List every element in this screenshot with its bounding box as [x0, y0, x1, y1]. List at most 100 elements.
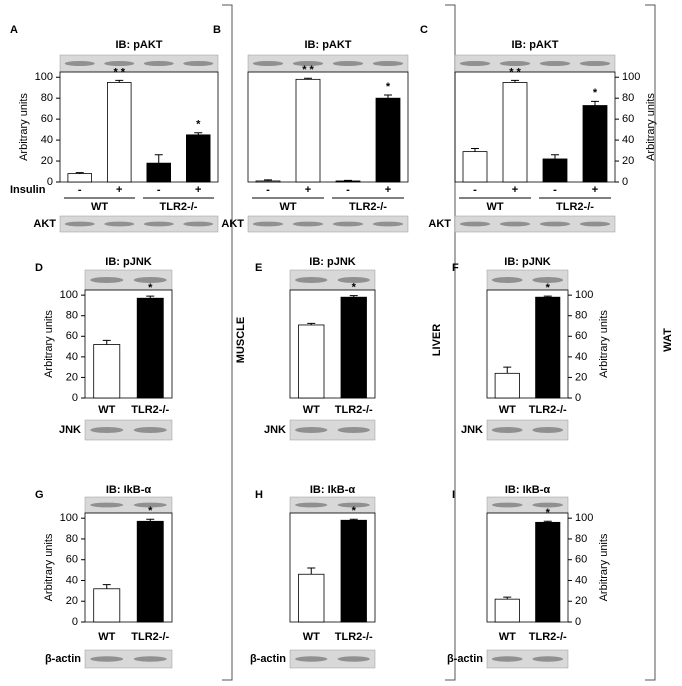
y-tick-label: 0 [47, 176, 53, 188]
blot-band [104, 221, 135, 227]
loading-blot [486, 419, 569, 441]
bar [462, 151, 488, 183]
x-tick-label: WT [499, 631, 516, 643]
bar [340, 519, 367, 623]
blot-band [579, 221, 611, 227]
error-bar [349, 295, 358, 298]
panel-letter: E [255, 262, 262, 274]
blot-band [143, 221, 174, 227]
blot-band [532, 277, 564, 283]
plot-frame [59, 71, 219, 183]
x-tick-label: WT [303, 631, 320, 643]
x-tick-label: WT [499, 404, 516, 416]
blot-band [64, 221, 95, 227]
y-tick-label: 0 [575, 392, 581, 404]
y-tick-label: 80 [66, 310, 78, 322]
error-bar [503, 366, 512, 374]
bracket [222, 4, 233, 681]
blot-band [143, 60, 174, 67]
annotation: * [593, 87, 598, 99]
y-axis-label: Arbitrary units [598, 310, 610, 378]
blot-title: IB: pJNK [309, 256, 356, 268]
bar [93, 344, 121, 399]
bar [298, 324, 325, 399]
blot-band [491, 277, 523, 283]
bar [582, 105, 608, 183]
bar [502, 82, 528, 183]
blot-band [539, 60, 571, 67]
annotation: * [546, 282, 551, 294]
group-label: WT [91, 201, 108, 213]
loading-label: JNK [461, 424, 483, 436]
blot-title: IB: pJNK [504, 256, 551, 268]
blot-band [90, 427, 124, 433]
y-tick-label: 100 [575, 289, 593, 301]
bar [535, 296, 561, 399]
bar [136, 297, 164, 399]
panel-letter: B [213, 24, 221, 36]
y-tick-label: 0 [72, 392, 78, 404]
loading-label: JNK [59, 424, 81, 436]
x-tick-label: TLR2-/- [335, 404, 373, 416]
bar [494, 598, 520, 623]
error-bar [146, 295, 155, 299]
blot-band [90, 656, 124, 662]
plot-frame [289, 289, 376, 399]
loading-label: AKT [33, 218, 56, 230]
y-tick-label: 20 [66, 371, 78, 383]
error-bar [471, 147, 479, 152]
loading-blot [486, 649, 569, 669]
loading-blot [289, 419, 376, 441]
bar [93, 588, 121, 623]
blot-band [104, 60, 135, 67]
bar [107, 82, 132, 183]
y-axis-label: Arbitrary units [43, 310, 55, 378]
blot-title: IB: pJNK [105, 256, 152, 268]
group-label: TLR2-/- [349, 201, 387, 213]
x-tick-label: + [195, 184, 201, 196]
panel-letter: F [452, 262, 459, 274]
blot-band [499, 221, 531, 227]
blot-band [133, 656, 167, 662]
y-tick-label: 100 [622, 71, 640, 83]
error-bar [344, 179, 352, 181]
side-label: WAT [662, 328, 674, 352]
x-tick-label: TLR2-/- [335, 631, 373, 643]
error-bar [115, 79, 124, 83]
blot-band [90, 502, 124, 508]
panel-letter: C [420, 24, 428, 36]
y-tick-label: 40 [66, 574, 78, 586]
bar [298, 573, 325, 623]
blot-band [295, 656, 328, 662]
error-bar [307, 567, 316, 575]
y-tick-label: 40 [575, 351, 587, 363]
y-tick-label: 80 [575, 533, 587, 545]
y-tick-label: 40 [66, 351, 78, 363]
y-tick-label: 20 [575, 595, 587, 607]
blot-band [133, 502, 167, 508]
x-tick-label: WT [98, 404, 115, 416]
y-tick-label: 80 [575, 310, 587, 322]
error-bar [102, 584, 111, 589]
group-label: TLR2-/- [556, 201, 594, 213]
blot-band [372, 60, 404, 67]
error-bar [146, 518, 155, 522]
error-bar [349, 518, 358, 521]
x-tick-label: TLR2-/- [529, 404, 567, 416]
error-bar [264, 179, 272, 181]
loading-label: AKT [428, 218, 451, 230]
bar [136, 520, 164, 623]
error-bar [543, 520, 552, 523]
y-tick-label: 60 [66, 554, 78, 566]
y-tick-label: 100 [575, 512, 593, 524]
annotation: * * [302, 64, 314, 76]
x-tick-label: TLR2-/- [529, 631, 567, 643]
y-tick-label: 0 [72, 616, 78, 628]
bar [255, 180, 281, 183]
bar [185, 134, 211, 183]
y-tick-label: 100 [60, 512, 78, 524]
blot-band [499, 60, 531, 67]
blot-band [332, 60, 364, 67]
y-tick-label: 40 [622, 134, 634, 146]
bracket [645, 4, 656, 681]
